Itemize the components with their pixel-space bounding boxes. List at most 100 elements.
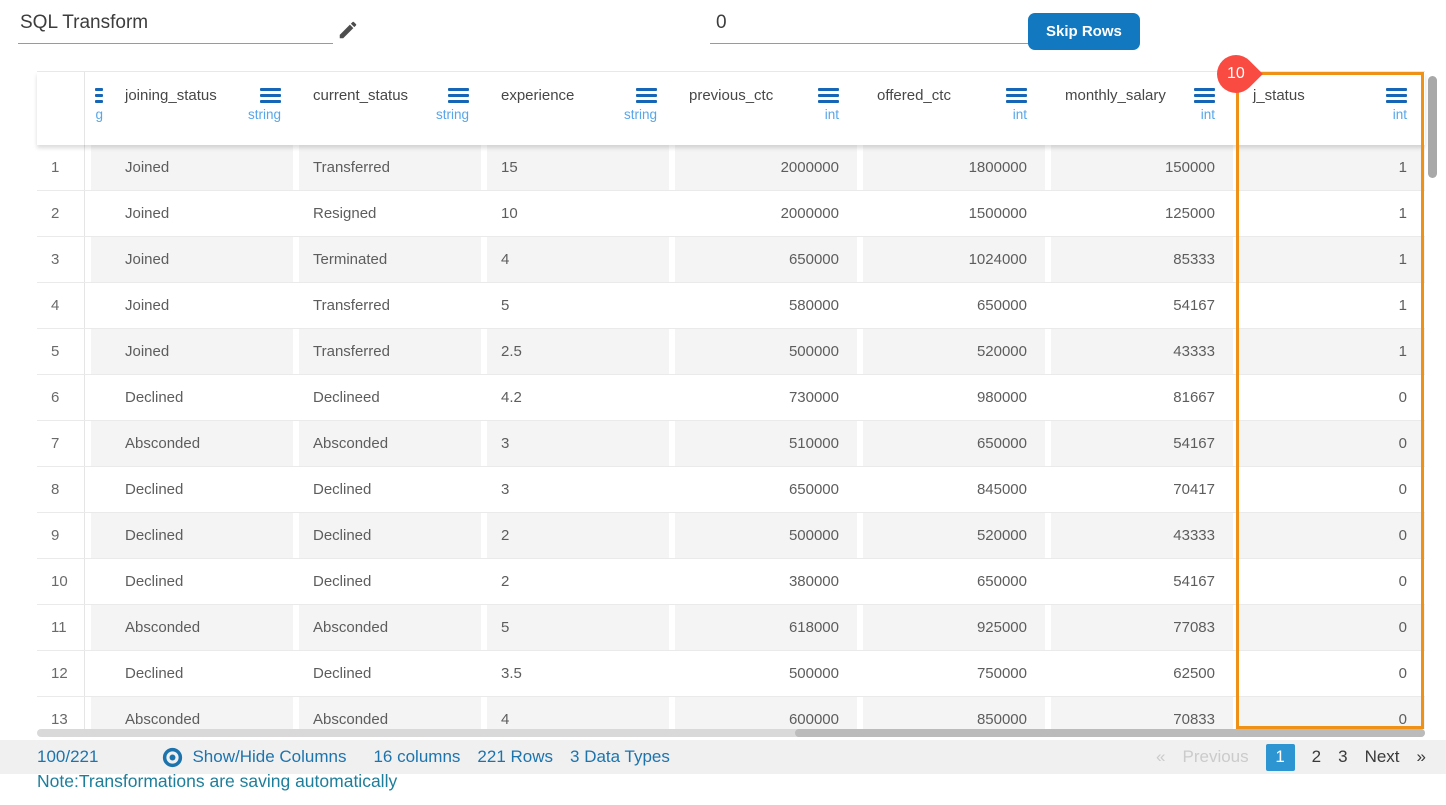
table-header-row: gjoining_statusstringcurrent_statusstrin… [37, 72, 1425, 145]
column-header-monthly_salary[interactable]: monthly_salaryint [1051, 72, 1233, 145]
column-name: offered_ctc [877, 87, 951, 104]
row-index-header [37, 72, 85, 145]
column-type: int [689, 107, 839, 122]
cell-current_status: Declineed [299, 375, 481, 420]
cell-joining_status: Joined [111, 329, 293, 374]
column-header-previous_ctc[interactable]: previous_ctcint [675, 72, 857, 145]
pagination-prev-arrow[interactable]: « [1156, 747, 1165, 767]
cell-joining_status: Declined [111, 375, 293, 420]
cell-previous_ctc: 2000000 [675, 191, 857, 236]
cell-j_status: 0 [1239, 651, 1425, 696]
cell-previous_ctc: 500000 [675, 329, 857, 374]
row-index: 3 [37, 237, 85, 282]
cell-experience: 3.5 [487, 651, 669, 696]
column-name: j_status [1253, 87, 1305, 104]
cell-j_status: 1 [1239, 283, 1425, 328]
table-stats: 16 columns 221 Rows 3 Data Types [373, 747, 669, 767]
edit-pencil-icon[interactable] [337, 19, 359, 41]
column-menu-icon[interactable] [1194, 88, 1215, 103]
skip-rows-input[interactable] [710, 12, 1030, 44]
cell-current_status: Transferred [299, 145, 481, 190]
table-row: 9DeclinedDeclined2500000520000433330 [37, 513, 1425, 559]
cell-offered_ctc: 1024000 [863, 237, 1045, 282]
horizontal-scrollbar-thumb[interactable] [795, 729, 1425, 737]
column-name: experience [501, 87, 574, 104]
row-index: 5 [37, 329, 85, 374]
column-header-experience[interactable]: experiencestring [487, 72, 669, 145]
column-header-current_status[interactable]: current_statusstring [299, 72, 481, 145]
cell-offered_ctc: 520000 [863, 329, 1045, 374]
row-index: 11 [37, 605, 85, 650]
cell-j_status: 0 [1239, 697, 1425, 729]
pagination-next-arrow[interactable]: » [1417, 747, 1426, 767]
cell-joining_status: Declined [111, 651, 293, 696]
cell-j_status: 1 [1239, 145, 1425, 190]
data-grid: gjoining_statusstringcurrent_statusstrin… [37, 72, 1425, 729]
column-menu-icon[interactable] [1386, 88, 1407, 103]
cell-current_status: Transferred [299, 329, 481, 374]
vertical-scrollbar-thumb[interactable] [1428, 76, 1437, 178]
rows-count: 221 Rows [477, 747, 553, 767]
cell-joining_status: Declined [111, 559, 293, 604]
cell-j_status: 0 [1239, 559, 1425, 604]
column-menu-icon[interactable] [95, 88, 103, 103]
cell-joining_status: Absconded [111, 697, 293, 729]
pagination-previous[interactable]: Previous [1182, 747, 1248, 767]
cell-monthly_salary: 43333 [1051, 513, 1233, 558]
cell-offered_ctc: 750000 [863, 651, 1045, 696]
column-name: joining_status [125, 87, 217, 104]
column-menu-icon[interactable] [1006, 88, 1027, 103]
cell-joining_status: Joined [111, 237, 293, 282]
cell-previous_ctc: 510000 [675, 421, 857, 466]
column-header-line: monthly_salary [1065, 85, 1215, 105]
cell-previous_ctc: 650000 [675, 467, 857, 512]
cell-joining_status: Joined [111, 283, 293, 328]
badge-count: 10 [1227, 65, 1245, 83]
pagination-page-3[interactable]: 3 [1338, 747, 1347, 767]
cell-offered_ctc: 520000 [863, 513, 1045, 558]
cell-j_status: 0 [1239, 421, 1425, 466]
skip-rows-button[interactable]: Skip Rows [1028, 13, 1140, 50]
pagination-next[interactable]: Next [1365, 747, 1400, 767]
column-menu-icon[interactable] [260, 88, 281, 103]
cell-experience: 5 [487, 283, 669, 328]
column-header-offered_ctc[interactable]: offered_ctcint [863, 72, 1045, 145]
pagination: « Previous 1 2 3 Next » [1156, 744, 1426, 771]
cell-offered_ctc: 1500000 [863, 191, 1045, 236]
row-index: 4 [37, 283, 85, 328]
column-type: string [125, 107, 281, 122]
pagination-page-2[interactable]: 2 [1312, 747, 1321, 767]
autosave-note: Note:Transformations are saving automati… [37, 771, 397, 792]
cell-joining_status: Declined [111, 513, 293, 558]
cell-monthly_salary: 125000 [1051, 191, 1233, 236]
column-header-j_status[interactable]: j_statusint [1239, 72, 1425, 145]
partial-column-header: g [91, 72, 105, 145]
row-index: 10 [37, 559, 85, 604]
cell-monthly_salary: 150000 [1051, 145, 1233, 190]
cell-j_status: 0 [1239, 375, 1425, 420]
column-menu-icon[interactable] [636, 88, 657, 103]
eye-icon [162, 747, 183, 768]
cell-experience: 5 [487, 605, 669, 650]
row-index: 7 [37, 421, 85, 466]
horizontal-scrollbar-track[interactable] [37, 729, 1425, 737]
column-header-line: experience [501, 85, 657, 105]
column-header-line: current_status [313, 85, 469, 105]
show-hide-columns-button[interactable]: Show/Hide Columns [162, 747, 346, 768]
transform-name-input[interactable] [18, 12, 333, 44]
cell-current_status: Declined [299, 467, 481, 512]
cell-monthly_salary: 70833 [1051, 697, 1233, 729]
partial-column-menu [91, 85, 103, 105]
table-row: 8DeclinedDeclined3650000845000704170 [37, 467, 1425, 513]
column-menu-icon[interactable] [818, 88, 839, 103]
pagination-page-1[interactable]: 1 [1266, 744, 1295, 771]
row-index: 1 [37, 145, 85, 190]
cell-joining_status: Joined [111, 191, 293, 236]
table-row: 5JoinedTransferred2.5500000520000433331 [37, 329, 1425, 375]
cell-experience: 10 [487, 191, 669, 236]
show-hide-columns-label: Show/Hide Columns [192, 747, 346, 767]
column-header-joining_status[interactable]: joining_statusstring [111, 72, 293, 145]
column-menu-icon[interactable] [448, 88, 469, 103]
table-row: 1JoinedTransferred1520000001800000150000… [37, 145, 1425, 191]
column-type: int [1253, 107, 1407, 122]
